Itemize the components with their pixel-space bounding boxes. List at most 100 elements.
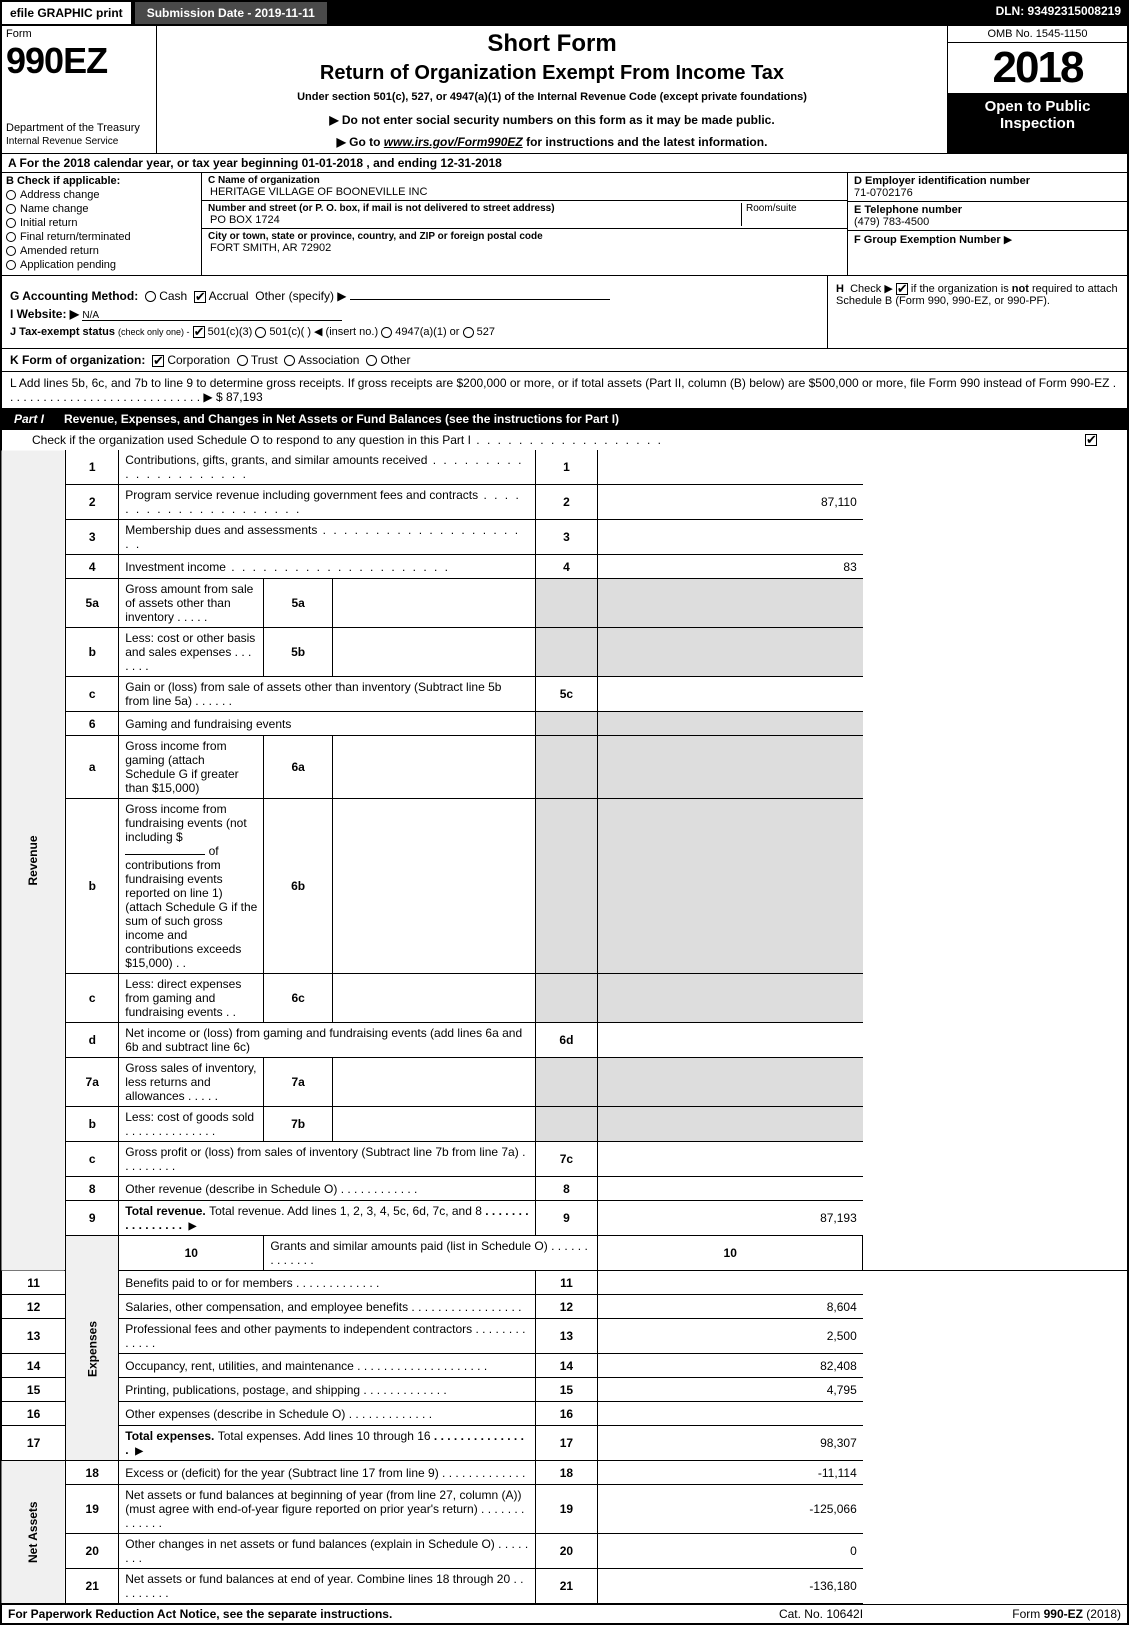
line-a: A For the 2018 calendar year, or tax yea… [0, 154, 1129, 173]
g-label: G Accounting Method: [10, 289, 138, 303]
row-k: K Form of organization: Corporation Trus… [0, 348, 1129, 371]
sidebar-expenses: Expenses [66, 1236, 119, 1461]
spacer [329, 0, 988, 26]
footer: For Paperwork Reduction Act Notice, see … [0, 1604, 1129, 1625]
d-ein: D Employer identification number 71-0702… [848, 173, 1127, 202]
submission-date: Submission Date - 2019-11-11 [133, 0, 329, 26]
i-website-input: N/A [82, 307, 342, 321]
e-value: (479) 783-4500 [854, 216, 1121, 228]
footer-right: Form 990-EZ (2018) [921, 1607, 1121, 1621]
table-row: 9 Total revenue. Total revenue. Add line… [1, 1201, 1128, 1236]
c-name-row: C Name of organization HERITAGE VILLAGE … [202, 173, 847, 201]
i-label: I Website: ▶ [10, 307, 79, 321]
table-row: 12 Salaries, other compensation, and emp… [1, 1295, 1128, 1319]
b-final-return[interactable]: Final return/terminated [6, 231, 197, 243]
table-row: Expenses 10 Grants and similar amounts p… [1, 1236, 1128, 1271]
ghij-left: G Accounting Method: Cash Accrual Other … [2, 276, 827, 348]
linea-end: 12-31-2018 [440, 156, 501, 170]
topbar: efile GRAPHIC print Submission Date - 20… [0, 0, 1129, 26]
row-g: G Accounting Method: Cash Accrual Other … [10, 286, 819, 303]
checkbox-icon[interactable] [152, 355, 164, 367]
b-name-change[interactable]: Name change [6, 203, 197, 215]
radio-icon[interactable] [381, 327, 392, 338]
table-row: 15 Printing, publications, postage, and … [1, 1378, 1128, 1402]
goto-link[interactable]: www.irs.gov/Form990EZ [384, 135, 523, 149]
l-amount: $ 87,193 [216, 390, 263, 404]
radio-icon[interactable] [463, 327, 474, 338]
table-row: 11 Benefits paid to or for members . . .… [1, 1271, 1128, 1295]
table-row: 13 Professional fees and other payments … [1, 1319, 1128, 1354]
e-phone: E Telephone number (479) 783-4500 [848, 202, 1127, 231]
arrow-icon [135, 1443, 143, 1457]
radio-icon[interactable] [366, 355, 377, 366]
f-group: F Group Exemption Number ▶ [848, 231, 1127, 248]
footer-left: For Paperwork Reduction Act Notice, see … [8, 1607, 721, 1621]
table-row: 5a Gross amount from sale of assets othe… [1, 579, 1128, 628]
table-row: 3 Membership dues and assessments 3 [1, 520, 1128, 555]
header-right: OMB No. 1545-1150 2018 Open to Public In… [947, 26, 1127, 153]
part1-table: Revenue 1 Contributions, gifts, grants, … [0, 450, 1129, 1604]
radio-icon[interactable] [284, 355, 295, 366]
addr-value: PO BOX 1724 [210, 214, 741, 226]
radio-icon [6, 190, 16, 200]
d-label: D Employer identification number [854, 175, 1121, 187]
radio-icon[interactable] [145, 291, 156, 302]
table-row: 2 Program service revenue including gove… [1, 485, 1128, 520]
table-row: d Net income or (loss) from gaming and f… [1, 1023, 1128, 1058]
g-other-input[interactable] [350, 286, 610, 300]
linea-pre: A For the 2018 calendar year, or tax yea… [8, 156, 302, 170]
e-label: E Telephone number [854, 204, 1121, 216]
part1-checkif: Check if the organization used Schedule … [0, 430, 1129, 450]
sidebar-netassets: Net Assets [1, 1461, 66, 1604]
omb-number: OMB No. 1545-1150 [948, 26, 1127, 43]
radio-icon[interactable] [255, 327, 266, 338]
checkbox-icon[interactable] [194, 291, 206, 303]
radio-icon [6, 218, 16, 228]
table-row: Net Assets 18 Excess or (deficit) for th… [1, 1461, 1128, 1485]
part1-label: Part I [2, 408, 56, 430]
table-row: 6 Gaming and fundraising events [1, 712, 1128, 736]
goto-post: for instructions and the latest informat… [523, 135, 768, 149]
c-value: HERITAGE VILLAGE OF BOONEVILLE INC [210, 186, 841, 198]
checkbox-icon[interactable] [1085, 434, 1097, 446]
checkbox-icon[interactable] [193, 326, 205, 338]
table-row: 16 Other expenses (describe in Schedule … [1, 1402, 1128, 1426]
b-amended-return[interactable]: Amended return [6, 245, 197, 257]
efile-label: efile GRAPHIC print [0, 0, 133, 26]
b-address-change[interactable]: Address change [6, 189, 197, 201]
b-initial-return[interactable]: Initial return [6, 217, 197, 229]
j-label: J Tax-exempt status [10, 326, 115, 338]
c-address-row: Number and street (or P. O. box, if mail… [202, 201, 847, 229]
l6b-amount-input[interactable] [125, 854, 205, 855]
table-row: 4 Investment income 4 83 [1, 555, 1128, 579]
table-row: 17 Total expenses. Total expenses. Add l… [1, 1426, 1128, 1461]
linea-begin: 01-01-2018 [302, 156, 363, 170]
table-row: b Less: cost or other basis and sales ex… [1, 628, 1128, 677]
section-def: D Employer identification number 71-0702… [847, 173, 1127, 275]
table-row: a Gross income from gaming (attach Sched… [1, 736, 1128, 799]
info-block: B Check if applicable: Address change Na… [0, 173, 1129, 275]
table-row: c Gross profit or (loss) from sales of i… [1, 1142, 1128, 1177]
row-h: H Check ▶ if the organization is not req… [827, 276, 1127, 348]
room-suite: Room/suite [741, 203, 841, 226]
part1-title: Revenue, Expenses, and Changes in Net As… [56, 408, 1127, 430]
f-arrow: ▶ [1004, 234, 1012, 246]
linea-mid: , and ending [366, 156, 440, 170]
radio-icon [6, 204, 16, 214]
radio-icon[interactable] [237, 355, 248, 366]
checkbox-icon[interactable] [896, 283, 908, 295]
open-to-public-text: Open to Public Inspection [952, 98, 1123, 132]
table-row: 21 Net assets or fund balances at end of… [1, 1569, 1128, 1604]
dept-treasury: Department of the Treasury [6, 122, 152, 134]
irs-label: Internal Revenue Service [6, 136, 152, 147]
c-city-row: City or town, state or province, country… [202, 229, 847, 256]
f-label: F Group Exemption Number [854, 234, 1001, 246]
table-row: 7a Gross sales of inventory, less return… [1, 1058, 1128, 1107]
b-application-pending[interactable]: Application pending [6, 259, 197, 271]
table-row: 19 Net assets or fund balances at beginn… [1, 1485, 1128, 1534]
goto-irs: Go to www.irs.gov/Form990EZ for instruct… [165, 135, 939, 149]
goto-pre: Go to [349, 135, 384, 149]
row-l: L Add lines 5b, 6c, and 7b to line 9 to … [0, 371, 1129, 408]
radio-icon [6, 232, 16, 242]
open-to-public: Open to Public Inspection [948, 94, 1127, 153]
